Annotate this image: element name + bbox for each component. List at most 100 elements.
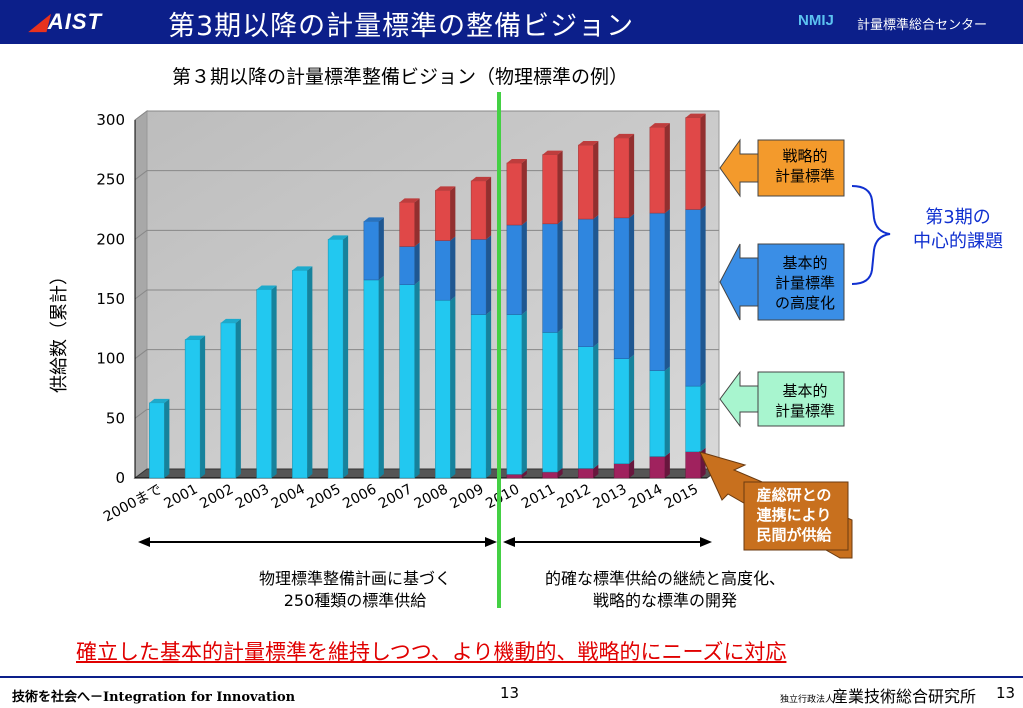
x-tick-label: 2005 — [305, 481, 344, 512]
callout-strategic: 戦略的 計量標準 — [760, 146, 850, 186]
footer-page-number: 13 — [996, 684, 1016, 702]
range-arrow-right-head-left — [503, 537, 515, 547]
bar-segment — [542, 154, 558, 225]
bar-segment — [685, 451, 701, 479]
footer-slogan: 技術を社会へ－Integration for Innovation — [12, 690, 296, 705]
bar-segment — [220, 322, 237, 479]
bar-top-cap — [578, 141, 599, 146]
bar-segment-side — [700, 205, 706, 387]
bar-segment — [613, 137, 630, 219]
y-tick-label: 300 — [96, 111, 125, 129]
callout-strategic-line1: 戦略的 — [782, 147, 828, 165]
y-tick-label: 0 — [115, 469, 125, 487]
slide-title: 第3期以降の計量標準の整備ビジョン — [168, 11, 635, 42]
bar-segment-side — [557, 219, 563, 333]
bar-top-cap — [649, 123, 670, 128]
callout-basic-line1: 基本的 — [782, 382, 828, 400]
period3-line1: 第3期の — [925, 207, 991, 228]
bar-segment — [578, 218, 594, 347]
bar-segment — [292, 270, 308, 479]
bar-segment — [149, 402, 165, 479]
bar-segment-side — [521, 470, 527, 478]
bar-segment-side — [629, 133, 635, 218]
bar-segment — [506, 224, 523, 315]
bar-segment-side — [343, 235, 349, 478]
callout-advanced-arrow-box — [757, 243, 845, 321]
bar-segment — [685, 117, 701, 210]
bar-segment-side — [593, 141, 599, 220]
bar-top-cap — [399, 198, 420, 203]
bar-segment — [542, 471, 558, 479]
bar-segment-side — [700, 113, 706, 210]
footer-org-type: 独立行政法人 — [780, 695, 835, 705]
bars — [149, 113, 706, 479]
bar-segment — [470, 314, 487, 479]
nmij-logo: NMIJ — [798, 12, 834, 29]
bar-segment-side — [486, 176, 492, 240]
period3-line2: 中心的課題 — [913, 231, 1003, 252]
bar-top-cap — [614, 133, 635, 138]
callout-basic-arrow-box — [757, 371, 845, 427]
x-ticks: 2000まで2001200220032004200520062007200820… — [101, 481, 701, 525]
range-left-text: 物理標準整備計画に基づく 250種類の標準供給 — [210, 568, 500, 612]
bar-segment — [435, 240, 451, 301]
bar-top-cap — [256, 285, 277, 290]
bar-segment-side — [664, 123, 670, 214]
bar-segment-side — [521, 310, 527, 475]
bar-segment-side — [521, 221, 527, 315]
x-tick-label: 2012 — [555, 481, 594, 512]
gridlines — [134, 110, 719, 479]
bar-segment-side — [486, 235, 492, 315]
bar-segment — [399, 284, 415, 479]
bar-top-cap — [506, 158, 527, 163]
bar-segment-side — [664, 452, 670, 478]
range-arrow-left-head-left — [138, 537, 150, 547]
bar-segment-side — [593, 464, 599, 478]
bar-segment-side — [629, 459, 635, 478]
bar-segment — [470, 239, 487, 315]
callout-basic-line2: 計量標準 — [774, 402, 835, 420]
y-tick-label: 200 — [96, 230, 125, 248]
bar-top-cap — [328, 235, 349, 240]
bar-segment-side — [557, 328, 563, 473]
bar-segment — [399, 246, 415, 285]
bar-segment-side — [557, 150, 563, 224]
callout-strategic-arrow-box — [757, 139, 845, 197]
period3-label: 第3期の 中心的課題 — [893, 206, 1023, 254]
gridline — [134, 170, 719, 181]
gridline — [134, 349, 719, 360]
bar-top-cap — [435, 186, 456, 191]
x-tick-label: 2000まで — [101, 481, 165, 525]
bar-segment-side — [414, 280, 420, 478]
x-tick-label: 2013 — [591, 481, 630, 512]
bar-segment — [685, 385, 701, 452]
bar-segment-side — [235, 318, 241, 478]
callout-advanced: 基本的 計量標準 の高度化 — [760, 253, 850, 313]
bar-segment — [613, 217, 630, 359]
x-tick-label: 2014 — [626, 481, 665, 512]
bar-segment — [327, 239, 344, 479]
aist-logo: ◢AIST — [30, 9, 103, 34]
callout-advanced-line3: の高度化 — [774, 294, 835, 312]
range-right-line2: 戦略的な標準の開発 — [592, 591, 737, 610]
bar-segment — [363, 279, 380, 479]
bar-top-cap — [685, 113, 706, 118]
bar-segment-side — [486, 310, 492, 478]
bar-segment-side — [307, 266, 313, 478]
bar-segment-side — [378, 217, 384, 280]
period3-brace — [851, 185, 891, 285]
x-tick-label: 2011 — [519, 481, 558, 512]
bar-segment-side — [664, 366, 670, 457]
bar-segment — [578, 144, 594, 220]
callout-advanced-line2: 計量標準 — [774, 274, 835, 292]
bar-segment — [685, 209, 701, 387]
chart-title: 第３期以降の計量標準整備ビジョン（物理標準の例） — [172, 66, 629, 88]
gridline — [134, 229, 719, 240]
bar-segment-side — [629, 354, 635, 464]
footer-divider — [0, 676, 1023, 678]
gridline — [134, 408, 719, 419]
bar-segment-side — [414, 242, 420, 285]
bar-segment — [363, 221, 380, 281]
x-tick-label: 2007 — [376, 481, 415, 512]
